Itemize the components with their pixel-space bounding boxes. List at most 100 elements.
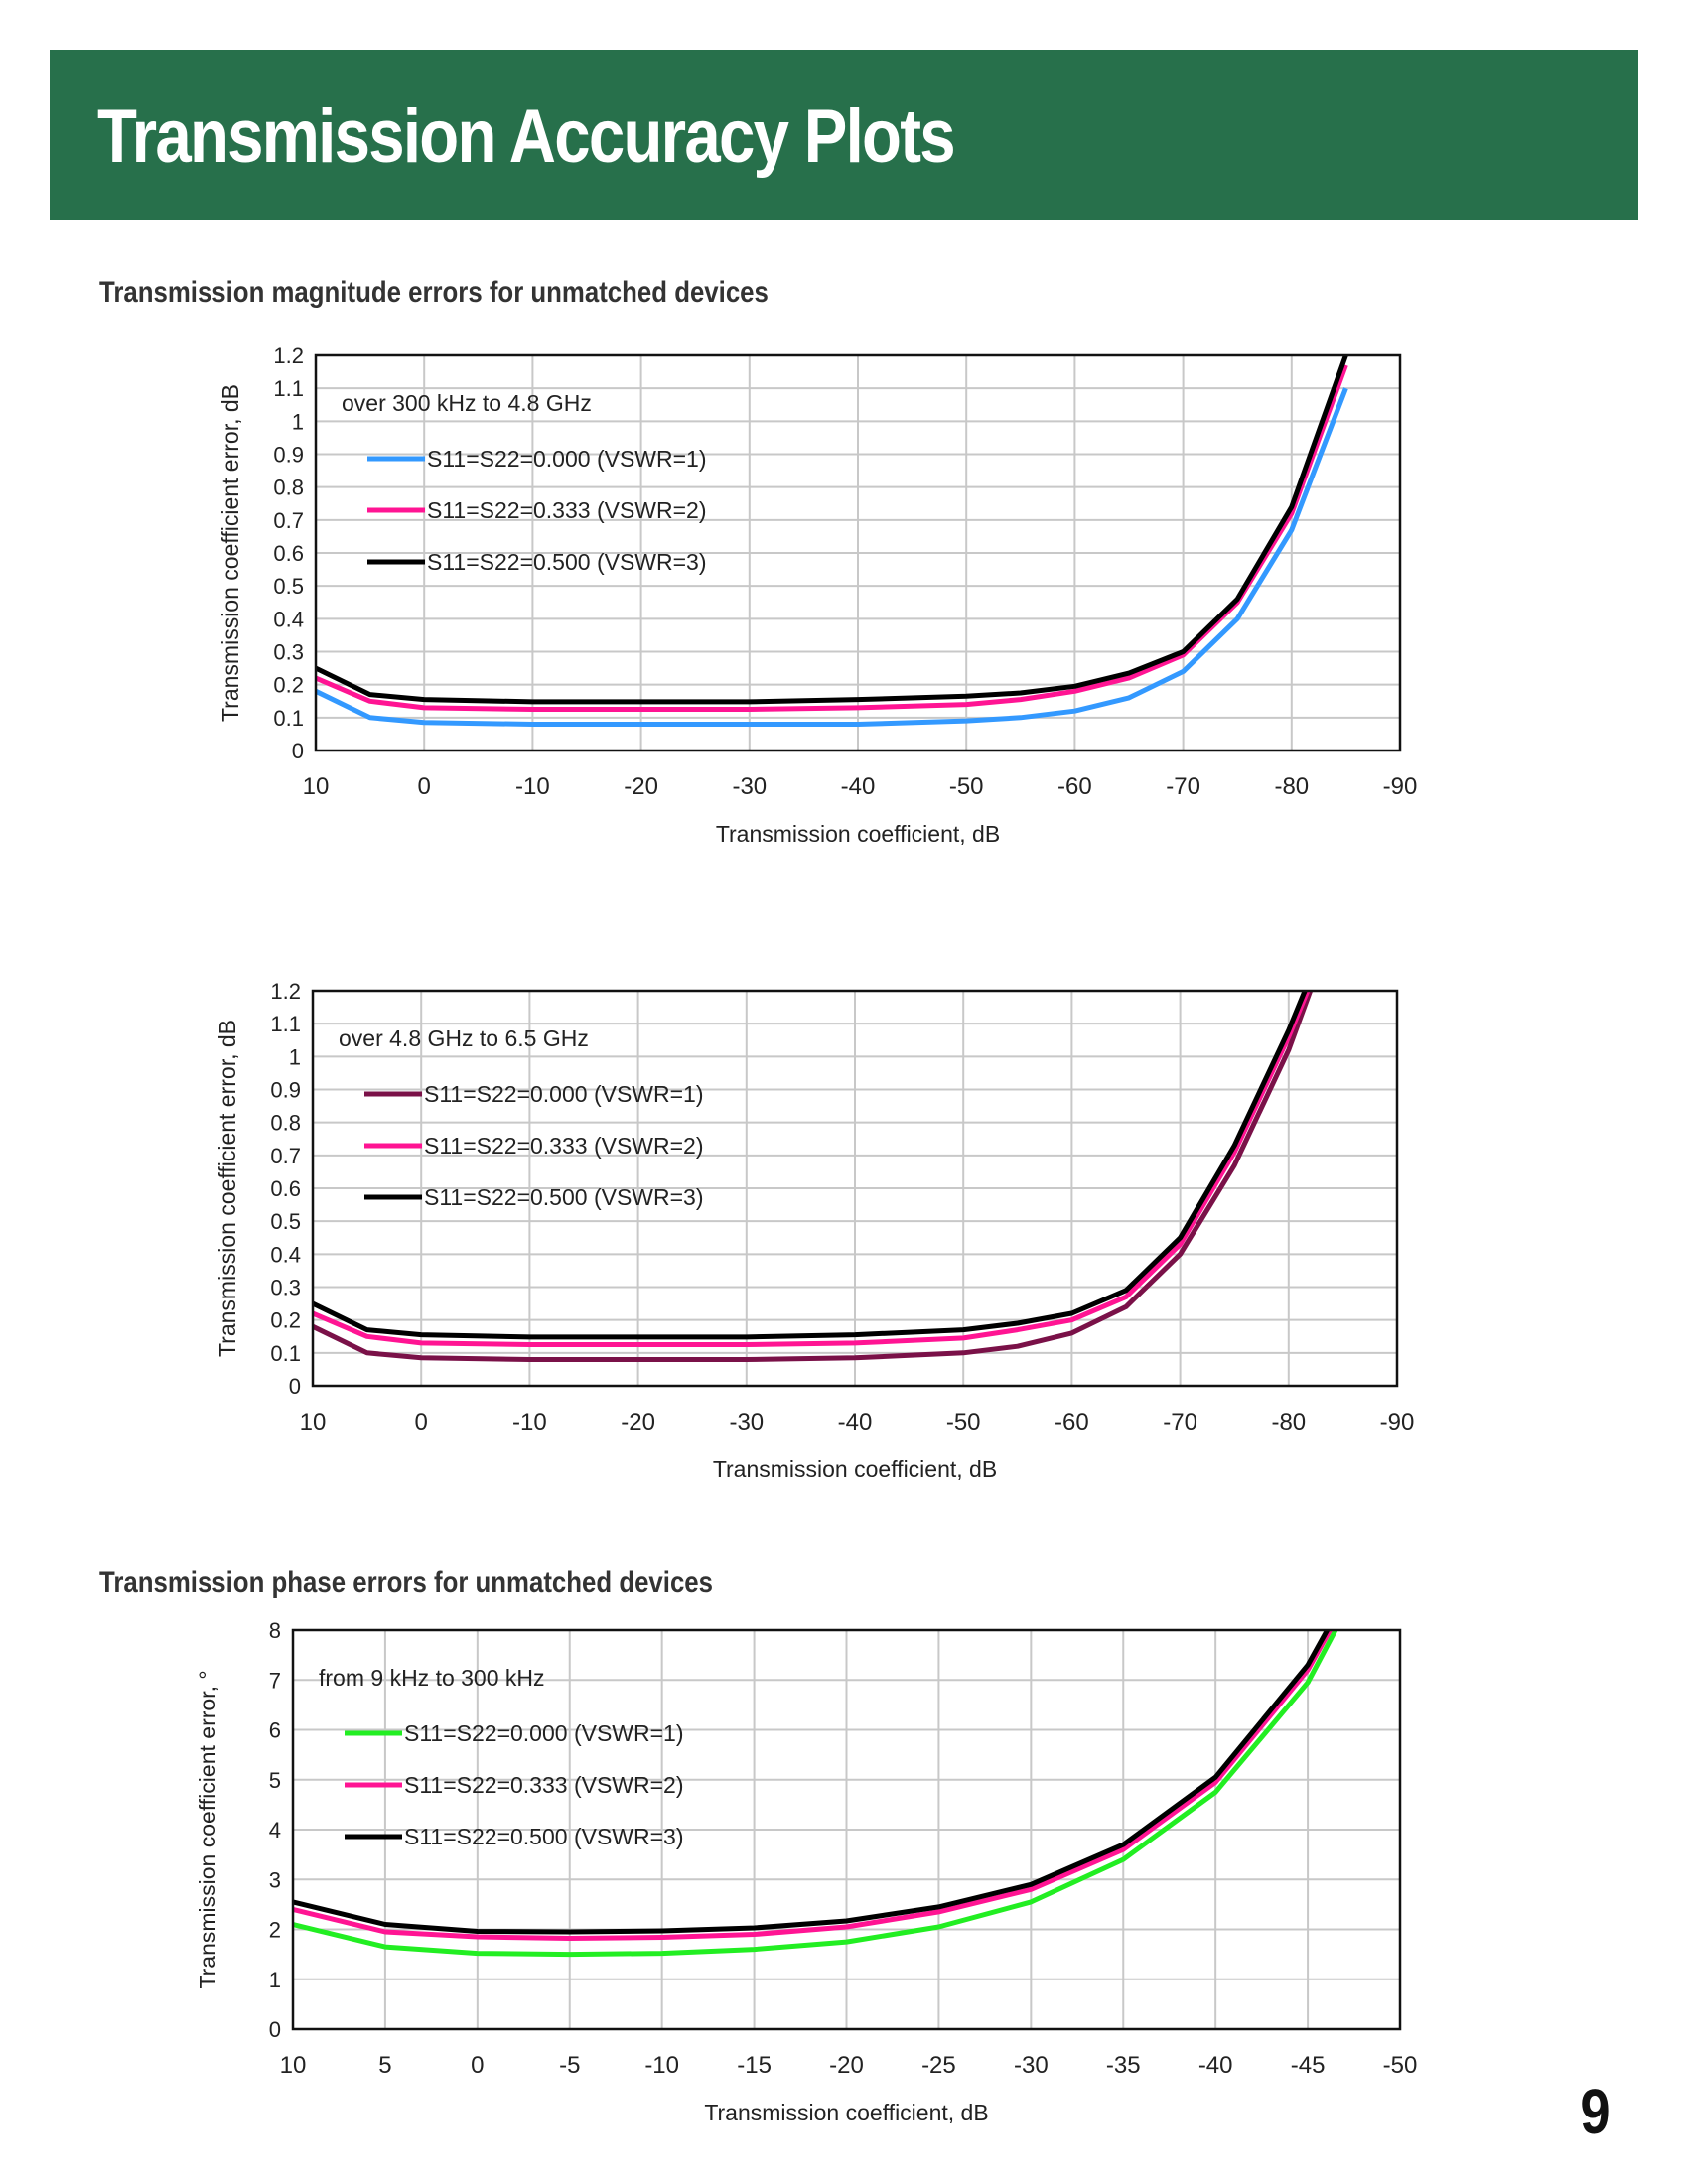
x-tick-label: -40 <box>1198 2052 1233 2079</box>
y-tick-label: 0.4 <box>270 1242 301 1267</box>
y-tick-label: 0.2 <box>270 1308 301 1333</box>
y-tick-label: 3 <box>269 1867 281 1892</box>
y-tick-label: 0 <box>289 1374 301 1399</box>
phase-chart: 0 1 2 3 4 5 6 7 8 10 5 0 -5 -10 -15 -20 -25 -30 -35 -40 -45 -… <box>195 1618 1418 2125</box>
legend-label: S11=S22=0.333 (VSWR=2) <box>424 1133 704 1159</box>
x-tick-label: -30 <box>1014 2052 1049 2079</box>
y-tick-label: 0.8 <box>273 476 304 500</box>
series-line-0 <box>293 1630 1338 1958</box>
series-line-2 <box>293 1630 1331 1935</box>
legend-label: S11=S22=0.500 (VSWR=3) <box>404 1824 684 1849</box>
y-axis-label: Transmission coefficient error, dB <box>214 1020 240 1357</box>
x-tick-label: -25 <box>921 2052 956 2079</box>
x-tick-label: -30 <box>729 1409 764 1435</box>
x-tick-label: 10 <box>303 773 330 800</box>
x-tick-label: -10 <box>512 1409 547 1435</box>
x-tick-label: -10 <box>644 2052 679 2079</box>
chart-annotation: over 300 kHz to 4.8 GHz <box>342 390 592 416</box>
chart-annotation: over 4.8 GHz to 6.5 GHz <box>339 1025 589 1051</box>
x-tick-label: -20 <box>829 2052 864 2079</box>
x-tick-label: -80 <box>1271 1409 1306 1435</box>
chart-annotation: from 9 kHz to 300 kHz <box>319 1665 545 1691</box>
y-tick-label: 0.3 <box>270 1276 301 1300</box>
y-axis-label: Transmission coefficient error, ° <box>195 1670 220 1988</box>
page-title: Transmission Accuracy Plots <box>97 94 956 179</box>
x-tick-label: -90 <box>1383 773 1418 800</box>
x-tick-label: -50 <box>949 773 984 800</box>
y-tick-label: 7 <box>269 1668 281 1693</box>
y-tick-label: 0.3 <box>273 640 304 665</box>
y-tick-label: 6 <box>269 1718 281 1743</box>
x-tick-label: -35 <box>1106 2052 1141 2079</box>
legend-label: S11=S22=0.000 (VSWR=1) <box>404 1720 684 1746</box>
series-line-1 <box>293 1630 1334 1941</box>
y-axis-label: Transmission coefficient error, dB <box>217 384 243 722</box>
x-tick-label: -40 <box>838 1409 873 1435</box>
x-tick-label: -15 <box>737 2052 772 2079</box>
series-line-1 <box>313 991 1311 1347</box>
phase-section-title: Transmission phase errors for unmatched … <box>99 1567 713 1599</box>
x-axis-label: Transmission coefficient, dB <box>716 821 1000 847</box>
y-tick-label: 0.7 <box>270 1144 301 1168</box>
y-tick-label: 0.1 <box>273 706 304 731</box>
y-tick-label: 2 <box>269 1918 281 1943</box>
x-tick-label: -20 <box>624 773 658 800</box>
series-line-2 <box>316 355 1348 705</box>
y-tick-label: 0.2 <box>273 673 304 698</box>
y-tick-label: 0.7 <box>273 508 304 533</box>
x-tick-label: -50 <box>946 1409 981 1435</box>
legend-label: S11=S22=0.500 (VSWR=3) <box>427 549 707 575</box>
series-line-0 <box>316 387 1348 727</box>
series-line-0 <box>313 991 1313 1362</box>
x-tick-label: -50 <box>1383 2052 1418 2079</box>
y-tick-label: 0.6 <box>270 1176 301 1201</box>
x-tick-label: 0 <box>418 773 431 800</box>
y-tick-label: 4 <box>269 1818 281 1843</box>
magnitude-section-title: Transmission magnitude errors for unmatc… <box>99 276 769 309</box>
y-tick-label: 1.2 <box>270 979 301 1004</box>
y-tick-label: 1 <box>289 1044 301 1069</box>
y-tick-label: 0.1 <box>270 1341 301 1366</box>
title-banner: Transmission Accuracy Plots <box>50 50 1638 220</box>
y-tick-label: 0.6 <box>273 541 304 566</box>
legend-label: S11=S22=0.333 (VSWR=2) <box>427 497 707 523</box>
page-number: 9 <box>1580 2076 1611 2147</box>
x-tick-label: 10 <box>300 1409 327 1435</box>
magnitude-chart-high-band: 0 0.1 0.2 0.3 0.4 0.5 0.6 0.7 0.8 0.9 1 1.1 1.2 10 0 -1… <box>214 979 1415 1482</box>
y-tick-label: 0 <box>292 739 304 763</box>
x-tick-label: -60 <box>1057 773 1092 800</box>
y-tick-label: 8 <box>269 1618 281 1643</box>
legend-label: S11=S22=0.000 (VSWR=1) <box>427 446 707 472</box>
x-tick-label: -60 <box>1055 1409 1089 1435</box>
y-tick-label: 0.9 <box>270 1078 301 1103</box>
y-tick-label: 1 <box>269 1968 281 1992</box>
y-tick-label: 0.9 <box>273 443 304 468</box>
y-tick-label: 5 <box>269 1768 281 1793</box>
legend-label: S11=S22=0.333 (VSWR=2) <box>404 1772 684 1798</box>
plot-frame <box>311 989 1399 1388</box>
x-axis-label: Transmission coefficient, dB <box>713 1456 997 1482</box>
magnitude-chart-low-band: 0 0.1 0.2 0.3 0.4 0.5 0.6 0.7 0.8 0.9 1 1.1 1.2 10 0 -1… <box>217 343 1418 847</box>
plot-frame <box>291 1628 1402 2031</box>
y-tick-label: 0.8 <box>270 1111 301 1136</box>
y-tick-label: 0.5 <box>270 1209 301 1234</box>
x-tick-label: -5 <box>559 2052 580 2079</box>
y-tick-label: 0.5 <box>273 574 304 599</box>
y-tick-label: 1.1 <box>270 1012 301 1036</box>
y-tick-label: 1 <box>292 409 304 434</box>
x-tick-label: 5 <box>378 2052 391 2079</box>
x-axis-label: Transmission coefficient, dB <box>704 2100 988 2125</box>
x-tick-label: -45 <box>1291 2052 1326 2079</box>
x-tick-label: -10 <box>515 773 550 800</box>
y-tick-label: 1.1 <box>273 376 304 401</box>
x-tick-label: -80 <box>1274 773 1309 800</box>
x-tick-label: -90 <box>1380 1409 1415 1435</box>
x-tick-label: -70 <box>1166 773 1200 800</box>
legend-label: S11=S22=0.000 (VSWR=1) <box>424 1081 704 1107</box>
x-tick-label: -70 <box>1163 1409 1197 1435</box>
y-tick-label: 0.4 <box>273 607 304 631</box>
y-tick-label: 1.2 <box>273 343 304 368</box>
x-tick-label: -30 <box>732 773 767 800</box>
x-tick-label: 0 <box>415 1409 428 1435</box>
x-tick-label: 10 <box>280 2052 307 2079</box>
